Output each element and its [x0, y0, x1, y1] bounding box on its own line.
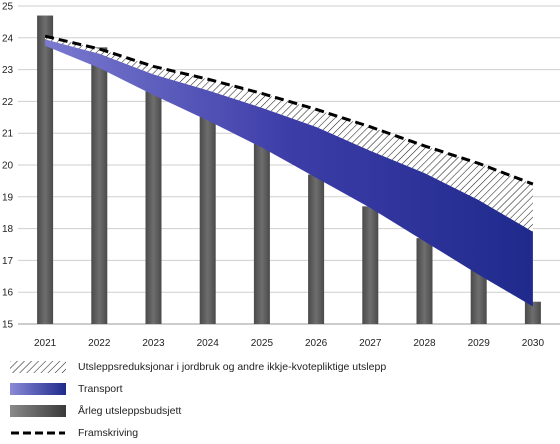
budget-bar [308, 174, 325, 324]
legend-label: Årleg utsleppsbudsjett [78, 405, 182, 417]
legend: Utsleppsreduksjonar i jordbruk og andre … [10, 356, 386, 444]
legend-item-projection: Framskriving [10, 422, 386, 444]
budget-bar [91, 47, 108, 325]
y-tick-label: 21 [2, 129, 14, 140]
legend-item-agriculture: Utsleppsreduksjonar i jordbruk og andre … [10, 356, 386, 378]
projection-line [44, 34, 534, 186]
blue-swatch-icon [10, 383, 66, 395]
x-axis-ticks: 2021 2022 2023 2024 2025 2026 2027 2028 2029 2030 [34, 338, 544, 349]
x-tick-label: 2027 [359, 338, 382, 349]
x-tick-label: 2021 [34, 338, 57, 349]
grid-lines [18, 5, 560, 325]
y-tick-label: 18 [2, 224, 14, 235]
dashed-line-swatch-icon [11, 431, 65, 435]
budget-bar [362, 206, 379, 324]
y-tick-label: 22 [2, 97, 14, 108]
budget-bars [37, 15, 541, 325]
budget-bar [524, 301, 541, 324]
x-tick-label: 2029 [468, 338, 491, 349]
y-tick-label: 23 [2, 65, 14, 76]
budget-bar [37, 15, 54, 324]
y-tick-label: 17 [2, 256, 14, 267]
x-tick-label: 2028 [413, 338, 436, 349]
legend-label: Utsleppsreduksjonar i jordbruk og andre … [78, 361, 387, 373]
gray-swatch-icon [10, 405, 66, 417]
y-axis-ticks: 15 16 17 18 19 20 21 22 23 24 25 [2, 2, 14, 331]
y-tick-label: 19 [2, 192, 14, 203]
budget-bar [470, 269, 487, 324]
y-tick-label: 24 [2, 33, 14, 44]
y-tick-label: 20 [2, 161, 14, 172]
hatched-swatch-icon [10, 361, 66, 373]
x-tick-label: 2030 [522, 338, 545, 349]
projection-line [44, 34, 534, 186]
y-tick-label: 16 [2, 288, 14, 299]
x-tick-label: 2026 [305, 338, 328, 349]
budget-bar [199, 110, 216, 324]
legend-label: Transport [78, 383, 123, 395]
legend-label: Framskriving [78, 427, 139, 439]
x-tick-label: 2022 [88, 338, 111, 349]
y-tick-label: 25 [2, 2, 14, 13]
budget-bar [253, 142, 270, 324]
legend-item-transport: Transport [10, 378, 386, 400]
x-tick-label: 2024 [197, 338, 220, 349]
x-tick-label: 2025 [251, 338, 274, 349]
budget-bar [145, 79, 162, 324]
y-tick-label: 15 [2, 320, 14, 331]
bands [45, 36, 533, 307]
x-tick-label: 2023 [142, 338, 165, 349]
budget-bar [416, 238, 433, 324]
legend-item-budget: Årleg utsleppsbudsjett [10, 400, 386, 422]
